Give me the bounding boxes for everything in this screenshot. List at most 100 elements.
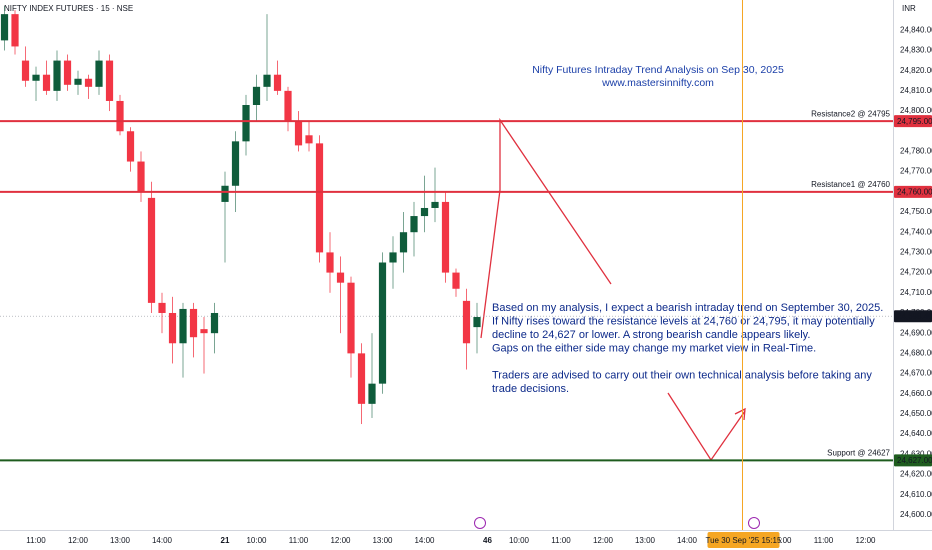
annotation-text: Traders are advised to carry out their o… bbox=[492, 369, 872, 381]
candle-body bbox=[116, 100, 124, 132]
event-icon[interactable] bbox=[474, 517, 486, 529]
candle-body bbox=[179, 308, 187, 344]
price-tag-label: 24,795.00 bbox=[897, 117, 932, 126]
price-tag-label: 24,698.40 bbox=[897, 312, 932, 321]
x-tick-label: 11:00 bbox=[814, 536, 834, 545]
x-tick-label: 13:00 bbox=[372, 536, 393, 545]
candle-body bbox=[431, 201, 439, 208]
y-tick-label: 24,610.00 bbox=[900, 490, 932, 499]
candle-body bbox=[189, 308, 198, 338]
candle-body bbox=[347, 282, 355, 354]
candle-body bbox=[210, 312, 219, 334]
candle-body bbox=[231, 141, 240, 186]
x-tick-label: 11:00 bbox=[26, 536, 46, 545]
chart-title: NIFTY INDEX FUTURES · 15 · NSE bbox=[4, 4, 133, 13]
candle-body bbox=[399, 232, 408, 253]
y-tick-label: 24,640.00 bbox=[900, 429, 932, 438]
candle-body bbox=[441, 201, 450, 273]
y-tick-label: 24,690.00 bbox=[900, 328, 932, 337]
x-tick-label: 11:00 bbox=[551, 536, 571, 545]
y-tick-label: 24,750.00 bbox=[900, 207, 932, 216]
x-tick-label: 14:00 bbox=[152, 536, 173, 545]
candle-body bbox=[252, 86, 261, 105]
x-tick-label: 11:00 bbox=[289, 536, 309, 545]
candle-body bbox=[21, 60, 30, 81]
y-tick-label: 24,650.00 bbox=[900, 409, 932, 418]
x-tick-label: 12:00 bbox=[593, 536, 614, 545]
candle-body bbox=[200, 329, 208, 334]
crosshair-tag bbox=[707, 532, 780, 548]
crosshair-label: Tue 30 Sep '25 15:15 bbox=[706, 536, 783, 545]
event-icon[interactable] bbox=[748, 517, 760, 529]
candle-body bbox=[410, 216, 418, 233]
candle-body bbox=[95, 60, 103, 87]
candle-body bbox=[462, 300, 471, 344]
candle-body bbox=[137, 161, 145, 192]
y-tick-label: 24,620.00 bbox=[900, 470, 932, 479]
candle-body bbox=[368, 383, 376, 404]
price-tag bbox=[894, 310, 932, 323]
candle-body bbox=[263, 74, 271, 87]
y-tick-label: 24,840.00 bbox=[900, 25, 932, 34]
candle-body bbox=[105, 60, 114, 101]
x-tick-label: 21 bbox=[221, 536, 230, 545]
candle-body bbox=[221, 185, 229, 202]
y-tick-label: 24,770.00 bbox=[900, 167, 932, 176]
candle-body bbox=[305, 135, 313, 144]
annotation-text: decline to 24,627 or lower. A strong bea… bbox=[492, 329, 810, 341]
candle-body bbox=[389, 252, 397, 263]
y-tick-label: 24,710.00 bbox=[900, 288, 932, 297]
candle-body bbox=[63, 60, 72, 85]
candle-body bbox=[336, 272, 345, 283]
candle-body bbox=[53, 60, 61, 91]
level-label: Resistance1 @ 24760 bbox=[811, 180, 890, 189]
candle-body bbox=[32, 74, 40, 81]
annotation-text: trade decisions. bbox=[492, 383, 569, 395]
candle-body bbox=[452, 272, 460, 289]
x-tick-label: 12:00 bbox=[855, 536, 876, 545]
y-tick-label: 24,680.00 bbox=[900, 348, 932, 357]
y-tick-label: 24,780.00 bbox=[900, 147, 932, 156]
candle-body bbox=[42, 74, 51, 91]
annotation-text: If Nifty rises toward the resistance lev… bbox=[492, 315, 875, 327]
x-tick-label: 14:00 bbox=[414, 536, 435, 545]
candle-body bbox=[74, 78, 82, 85]
y-tick-label: 24,670.00 bbox=[900, 369, 932, 378]
x-tick-label: 13:00 bbox=[635, 536, 656, 545]
y-tick-label: 24,800.00 bbox=[900, 106, 932, 115]
candle-body bbox=[242, 105, 250, 142]
x-tick-label: 12:00 bbox=[68, 536, 89, 545]
x-tick-label: 46 bbox=[483, 536, 492, 545]
candle-body bbox=[11, 14, 19, 47]
price-tag bbox=[894, 454, 932, 467]
annotation-text: Based on my analysis, I expect a bearish… bbox=[492, 302, 883, 314]
projection-line bbox=[480, 117, 612, 339]
candle-body bbox=[273, 74, 282, 91]
y-tick-label: 24,600.00 bbox=[900, 510, 932, 519]
currency-label: INR bbox=[902, 4, 916, 13]
level-label: Support @ 24627 bbox=[827, 448, 890, 457]
candle-body bbox=[0, 14, 9, 41]
candle-body bbox=[158, 302, 166, 313]
candle-body bbox=[357, 353, 366, 404]
arrow-head bbox=[734, 407, 746, 421]
level-label: Resistance2 @ 24795 bbox=[811, 109, 890, 118]
price-tag bbox=[894, 115, 932, 128]
y-tick-label: 24,810.00 bbox=[900, 86, 932, 95]
candle-body bbox=[420, 207, 429, 217]
candle-body bbox=[284, 90, 292, 122]
candle-body bbox=[315, 143, 324, 253]
candle-body bbox=[294, 121, 303, 146]
x-tick-label: 10:00 bbox=[509, 536, 530, 545]
candle-body bbox=[378, 262, 387, 384]
y-tick-label: 24,720.00 bbox=[900, 268, 932, 277]
y-tick-label: 24,820.00 bbox=[900, 66, 932, 75]
candle-body bbox=[326, 252, 334, 273]
price-tag-label: 24,627.00 bbox=[897, 456, 932, 465]
x-tick-label: 10:00 bbox=[246, 536, 267, 545]
x-tick-label: 13:00 bbox=[110, 536, 131, 545]
candle-body bbox=[147, 197, 156, 303]
x-tick-label: 14:00 bbox=[677, 536, 698, 545]
